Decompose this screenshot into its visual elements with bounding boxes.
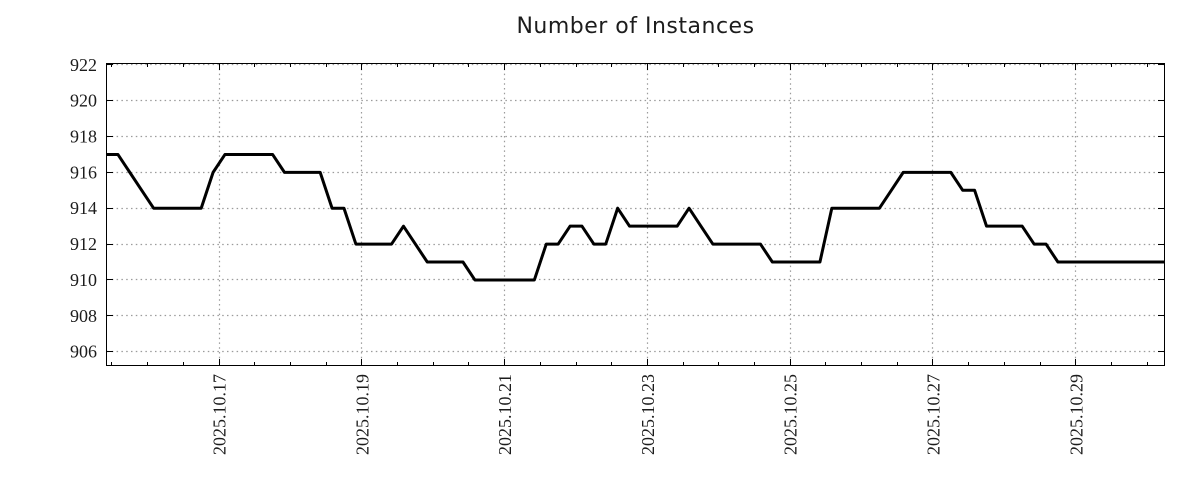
y-tick-label: 906 (70, 342, 97, 362)
plot-frame (106, 63, 1165, 366)
y-tick-label: 922 (70, 55, 97, 75)
y-tick-label: 920 (70, 91, 97, 111)
y-tick-label: 918 (70, 127, 97, 147)
y-tick-labels: 906 908 910 912 914 916 918 920 922 (70, 55, 97, 362)
x-tick-label: 2025.10.27 (923, 374, 943, 455)
x-tick-label: 2025.10.29 (1066, 374, 1086, 455)
x-tick-label: 2025.10.25 (781, 374, 801, 455)
y-tick-label: 912 (70, 234, 97, 254)
x-tick-label: 2025.10.17 (210, 374, 230, 455)
y-tick-label: 916 (70, 162, 97, 182)
x-tick-label: 2025.10.19 (352, 374, 372, 455)
x-tick-label: 2025.10.23 (638, 374, 658, 455)
chart-title: Number of Instances (516, 14, 755, 39)
y-tick-label: 910 (70, 270, 97, 290)
y-tick-label: 914 (70, 198, 97, 218)
axis-ticks (106, 63, 1165, 366)
x-tick-label: 2025.10.21 (495, 374, 515, 455)
y-tick-label: 908 (70, 306, 97, 326)
series-line-instances (106, 152, 1165, 282)
x-tick-labels: 2025.10.17 2025.10.19 2025.10.21 2025.10.23… (210, 374, 1087, 455)
gridlines (107, 63, 1164, 365)
